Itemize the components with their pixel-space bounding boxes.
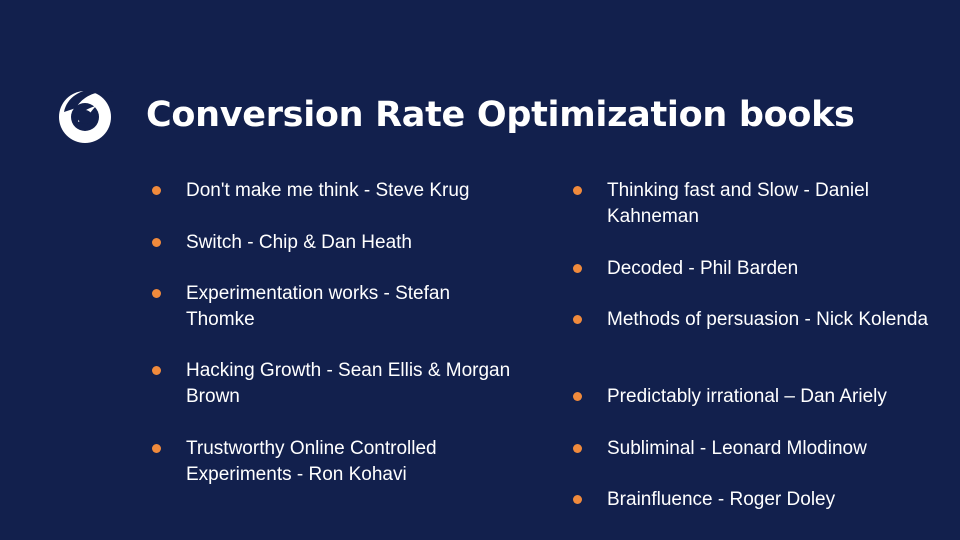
book-title: Switch - Chip & Dan Heath xyxy=(186,232,412,253)
bullet-dot-icon xyxy=(573,186,582,195)
bullet-dot-icon xyxy=(152,238,161,247)
list-item: Predictably irrational – Dan Ariely xyxy=(573,384,933,410)
bullet-dot-icon xyxy=(573,264,582,273)
list-item: Methods of persuasion - Nick Kolenda xyxy=(573,307,933,333)
list-item: Subliminal - Leonard Mlodinow xyxy=(573,436,933,462)
bullet-dot-icon xyxy=(573,392,582,401)
book-title: Methods of persuasion - Nick Kolenda xyxy=(607,309,929,330)
list-item: Don't make me think - Steve Krug xyxy=(152,178,512,204)
bullet-dot-icon xyxy=(152,186,161,195)
book-title: Trustworthy Online Controlled Experiment… xyxy=(186,438,437,485)
list-item: Switch - Chip & Dan Heath xyxy=(152,230,512,256)
bullet-dot-icon xyxy=(152,444,161,453)
list-item: Thinking fast and Slow - Daniel Kahneman xyxy=(573,178,933,230)
book-title: Decoded - Phil Barden xyxy=(607,258,799,279)
book-title: Experimentation works - Stefan Thomke xyxy=(186,283,451,330)
slide-title: Conversion Rate Optimization books xyxy=(146,95,855,135)
book-title: Hacking Growth - Sean Ellis & Morgan Bro… xyxy=(186,360,511,407)
list-item: Trustworthy Online Controlled Experiment… xyxy=(152,436,512,488)
bullet-dot-icon xyxy=(573,495,582,504)
brand-swirl-logo-icon xyxy=(59,88,114,143)
book-title: Predictably irrational – Dan Ariely xyxy=(607,386,887,407)
list-item: Brainfluence - Roger Doley xyxy=(573,487,933,513)
bullet-dot-icon xyxy=(152,289,161,298)
list-item: Experimentation works - Stefan Thomke xyxy=(152,281,512,333)
list-item: Hacking Growth - Sean Ellis & Morgan Bro… xyxy=(152,358,512,410)
book-title: Don't make me think - Steve Krug xyxy=(186,180,470,201)
book-title: Subliminal - Leonard Mlodinow xyxy=(607,438,867,459)
bullet-dot-icon xyxy=(152,366,161,375)
list-item: Decoded - Phil Barden xyxy=(573,256,933,282)
book-title: Brainfluence - Roger Doley xyxy=(607,489,836,510)
book-title: Thinking fast and Slow - Daniel Kahneman xyxy=(607,180,869,227)
bullet-dot-icon xyxy=(573,315,582,324)
bullet-dot-icon xyxy=(573,444,582,453)
